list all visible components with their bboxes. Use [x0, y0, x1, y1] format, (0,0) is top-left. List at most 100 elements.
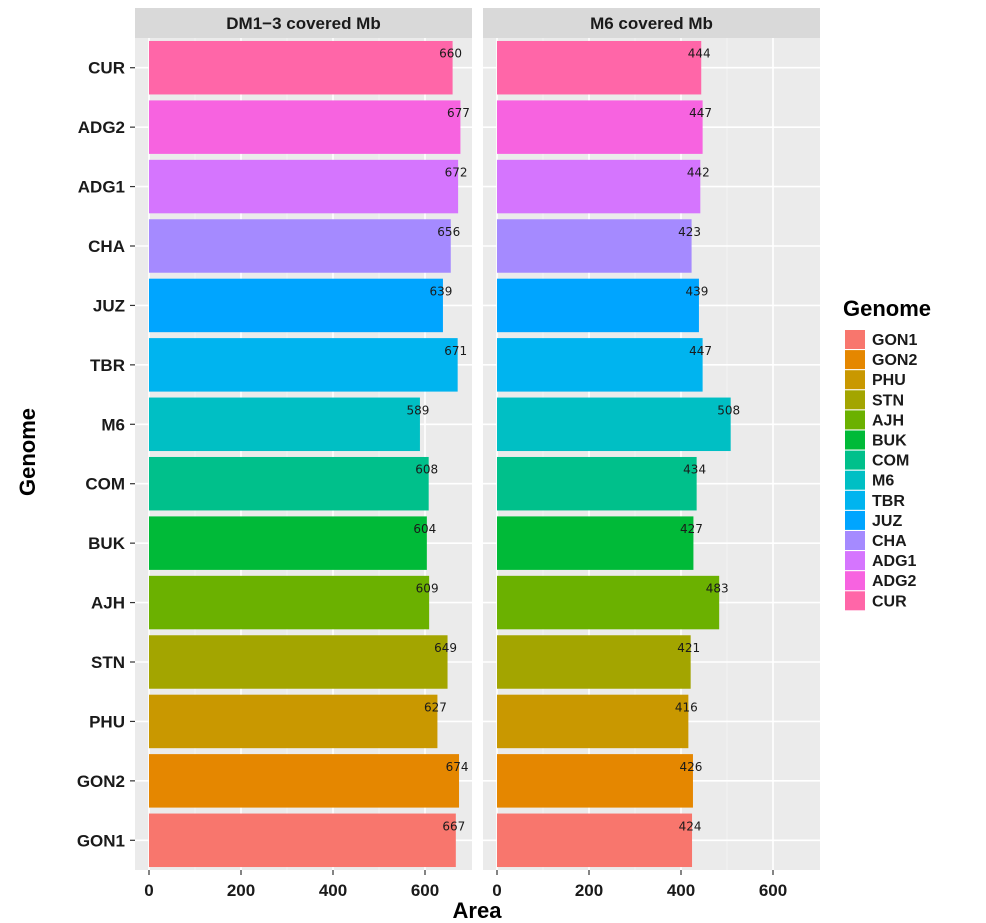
y-tick-label: BUK	[88, 534, 126, 553]
value-label: 483	[706, 582, 729, 596]
legend-label: AJH	[872, 412, 904, 429]
value-label: 660	[439, 47, 462, 61]
y-tick-label: CUR	[88, 59, 125, 78]
legend-label: M6	[872, 473, 894, 490]
value-label: 656	[437, 225, 460, 239]
bar-stn	[497, 635, 691, 689]
bar-juz	[149, 278, 443, 333]
legend-label: COM	[872, 453, 909, 470]
x-axis-title: Area	[453, 898, 503, 923]
legend-key-stn	[845, 390, 865, 410]
legend-key-cur	[845, 591, 865, 611]
bar-tbr	[149, 338, 458, 392]
bar-cha	[497, 219, 692, 273]
bar-tbr	[497, 338, 703, 392]
legend-title: Genome	[843, 296, 931, 321]
legend-label: GON2	[872, 352, 917, 369]
x-tick-label: 400	[667, 881, 695, 900]
value-label: 423	[678, 225, 701, 239]
x-tick-label: 200	[227, 881, 255, 900]
bar-gon1	[149, 813, 456, 868]
value-label: 608	[415, 463, 438, 477]
value-label: 604	[413, 522, 436, 536]
legend-key-com	[845, 450, 865, 470]
legend: Genome GON1 GON2 PHU STN AJH BUK COM M6 TBR JUZ CHA…	[843, 296, 931, 611]
legend-key-ajh	[845, 410, 865, 430]
value-label: 421	[677, 641, 700, 655]
value-label: 627	[424, 700, 447, 714]
facet-strip	[135, 8, 472, 38]
y-tick-label: JUZ	[93, 296, 125, 315]
legend-label: ADG2	[872, 573, 917, 590]
bar-cur	[497, 40, 702, 95]
value-label: 671	[444, 344, 467, 358]
bar-juz	[497, 278, 699, 333]
y-tick-label: STN	[91, 653, 125, 672]
y-tick-label: CHA	[88, 237, 125, 256]
legend-key-adg1	[845, 551, 865, 571]
y-axis: GON1 GON2 PHU STN AJH BUK COM M6 TBR JUZ CHA ADG1 AD…	[77, 59, 135, 850]
legend-label: ADG1	[872, 553, 917, 570]
legend-label: CUR	[872, 593, 907, 610]
legend-key-adg2	[845, 571, 865, 591]
bar-gon1	[497, 813, 693, 868]
x-tick-label: 400	[319, 881, 347, 900]
facet-strip	[483, 8, 820, 38]
bar-com	[497, 456, 697, 511]
bar-cur	[149, 40, 453, 95]
legend-label: BUK	[872, 433, 907, 450]
value-label: 427	[680, 522, 703, 536]
y-tick-label: AJH	[91, 594, 125, 613]
facet-strip-title: DM1−3 covered Mb	[226, 14, 380, 33]
value-label: 426	[680, 760, 703, 774]
value-label: 444	[688, 47, 711, 61]
value-label: 416	[675, 700, 698, 714]
y-tick-label: COM	[85, 475, 125, 494]
bar-m6	[497, 397, 731, 452]
value-label: 609	[416, 582, 439, 596]
y-tick-label: ADG1	[78, 178, 125, 197]
bar-adg2	[497, 100, 703, 154]
bar-adg1	[149, 159, 459, 214]
panel-1: DM1−3 covered Mb 667 674 627 649 609 604 608 589…	[135, 8, 472, 900]
legend-label: JUZ	[872, 513, 902, 530]
x-tick-label: 600	[411, 881, 439, 900]
value-label: 439	[685, 284, 708, 298]
legend-label: TBR	[872, 493, 905, 510]
x-tick-label: 0	[492, 881, 501, 900]
value-label: 667	[442, 819, 465, 833]
legend-key-gon1	[845, 330, 865, 349]
value-label: 442	[687, 166, 710, 180]
bar-gon2	[149, 754, 460, 808]
legend-key-buk	[845, 430, 865, 450]
y-tick-label: PHU	[89, 712, 125, 731]
value-label: 508	[717, 403, 740, 417]
x-tick-label: 600	[759, 881, 787, 900]
value-label: 434	[683, 463, 706, 477]
legend-key-gon2	[845, 350, 865, 370]
x-tick-label: 200	[575, 881, 603, 900]
panels-layer: DM1−3 covered Mb 667 674 627 649 609 604 608 589…	[135, 8, 820, 900]
y-tick-label: ADG2	[78, 118, 125, 137]
bar-gon2	[497, 754, 693, 808]
bar-stn	[149, 635, 448, 689]
legend-key-tbr	[845, 490, 865, 510]
legend-key-juz	[845, 510, 865, 530]
legend-label: PHU	[872, 372, 906, 389]
y-tick-label: GON1	[77, 831, 125, 850]
y-tick-label: GON2	[77, 772, 125, 791]
legend-key-m6	[845, 470, 865, 490]
legend-key-phu	[845, 370, 865, 390]
y-tick-label: M6	[101, 415, 125, 434]
legend-key-cha	[845, 531, 865, 550]
value-label: 424	[679, 819, 702, 833]
bar-m6	[149, 397, 420, 452]
bar-buk	[149, 516, 427, 570]
bar-ajh	[149, 575, 430, 630]
bar-cha	[149, 219, 451, 273]
bar-com	[149, 456, 429, 511]
value-label: 649	[434, 641, 457, 655]
panel-2: M6 covered Mb 424 426 416 421 483 427 434 508 447…	[483, 8, 820, 900]
bar-phu	[497, 694, 689, 749]
